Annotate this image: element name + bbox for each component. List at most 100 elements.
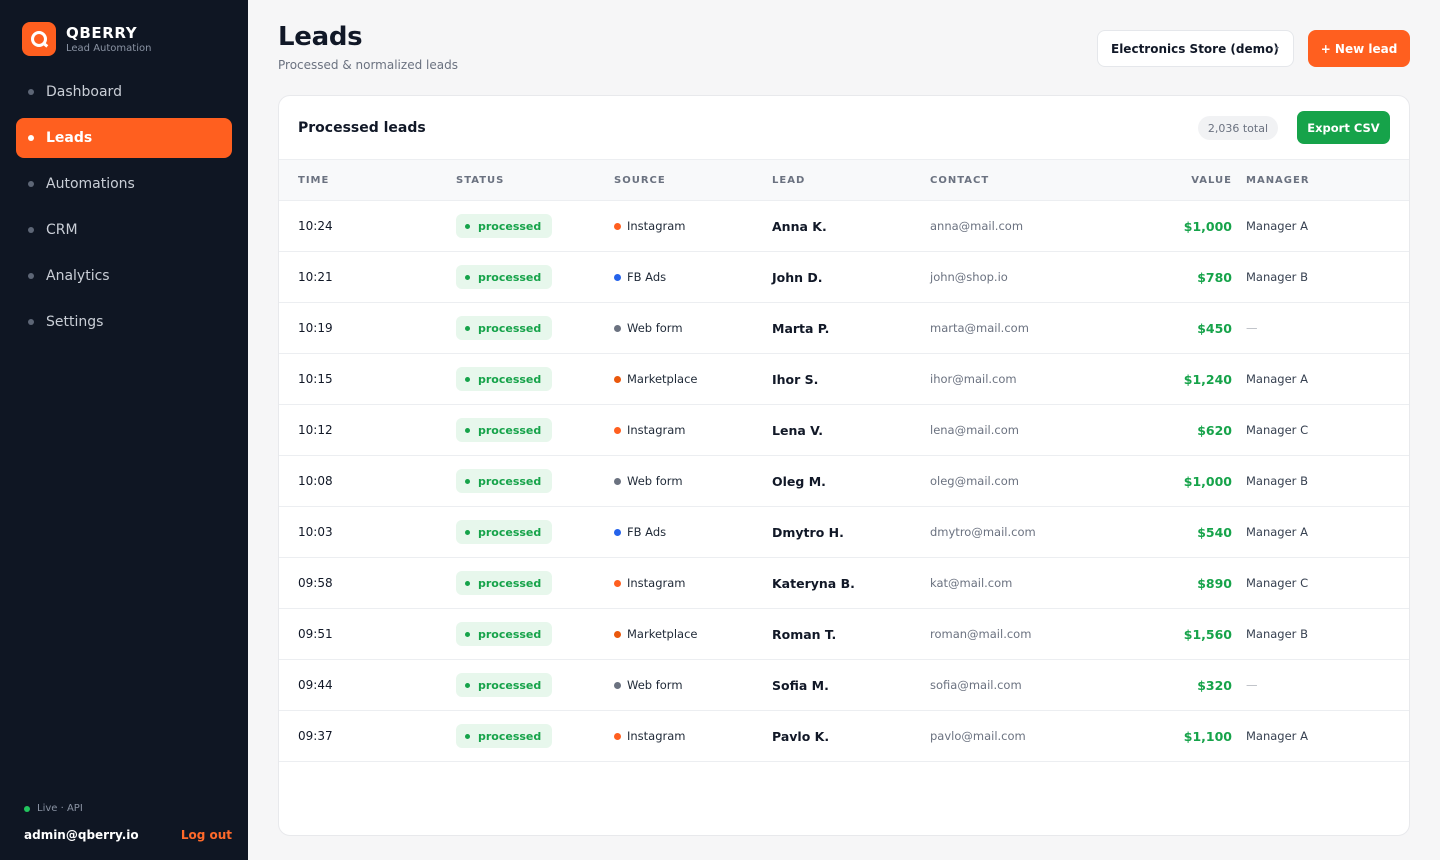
source-dot-icon — [614, 324, 621, 332]
column-header-source[interactable]: SOURCE — [614, 174, 666, 186]
column-header-status[interactable]: STATUS — [456, 174, 505, 186]
bullet-icon — [28, 273, 34, 279]
export-csv-button[interactable]: Export CSV — [1297, 111, 1390, 144]
sidebar-item-dashboard[interactable]: Dashboard — [16, 72, 232, 112]
status-dot-icon — [465, 223, 470, 229]
lead-contact[interactable]: sofia@mail.com — [930, 678, 1022, 692]
lead-name[interactable]: John D. — [772, 269, 823, 285]
column-header-lead[interactable]: LEAD — [772, 174, 806, 186]
status-badge: processed — [456, 622, 553, 646]
lead-time: 09:44 — [298, 678, 333, 692]
table-row[interactable]: 10:24 processed Instagram Anna K. anna@mail.… — [279, 201, 1409, 252]
store-select-value: Electronics Store (demo) — [1111, 41, 1279, 56]
lead-manager: Manager C — [1246, 576, 1309, 590]
lead-contact[interactable]: roman@mail.com — [930, 627, 1032, 641]
lead-time: 10:08 — [298, 474, 333, 488]
table-row[interactable]: 10:19 processed Web form Marta P. marta@mail… — [279, 303, 1409, 354]
status-label: processed — [478, 321, 542, 335]
logout-link[interactable]: Log out — [180, 828, 232, 842]
lead-name[interactable]: Lena V. — [772, 422, 823, 438]
lead-name[interactable]: Marta P. — [772, 320, 830, 336]
api-status-label: Live · API — [37, 803, 83, 814]
lead-contact[interactable]: anna@mail.com — [930, 219, 1024, 233]
lead-contact[interactable]: lena@mail.com — [930, 423, 1019, 437]
status-badge: processed — [456, 214, 553, 238]
bullet-icon — [28, 319, 34, 325]
lead-time: 10:15 — [298, 372, 333, 386]
table-row[interactable]: 10:08 processed Web form Oleg M. oleg@mail.c… — [279, 456, 1409, 507]
status-dot-icon — [465, 682, 470, 688]
api-status: Live · API — [24, 803, 232, 814]
status-dot-icon — [465, 376, 470, 382]
lead-name[interactable]: Anna K. — [772, 218, 827, 234]
sidebar-footer: Live · API admin@qberry.io Log out — [24, 803, 232, 842]
card-title: Processed leads — [298, 119, 426, 136]
new-lead-button[interactable]: + New lead — [1308, 30, 1410, 67]
lead-contact[interactable]: john@shop.io — [930, 270, 1008, 284]
table-row[interactable]: 09:44 processed Web form Sofia M. sofia@mail… — [279, 660, 1409, 711]
lead-value: $450 — [1197, 320, 1232, 336]
table-row[interactable]: 10:03 processed FB Ads Dmytro H. dmytro@mail… — [279, 507, 1409, 558]
lead-manager: Manager A — [1246, 219, 1308, 233]
table-row[interactable]: 10:15 processed Marketplace Ihor S. ihor@mai… — [279, 354, 1409, 405]
status-dot-icon — [465, 631, 470, 637]
lead-name[interactable]: Pavlo K. — [772, 728, 830, 744]
sidebar-item-label: Settings — [46, 314, 104, 330]
lead-contact[interactable]: kat@mail.com — [930, 576, 1013, 590]
lead-contact[interactable]: dmytro@mail.com — [930, 525, 1036, 539]
lead-time: 10:24 — [298, 219, 333, 233]
table-header: TIME STATUS SOURCE LEAD CONTACT VALUE MA… — [279, 160, 1409, 201]
lead-name[interactable]: Ihor S. — [772, 371, 819, 387]
table-row[interactable]: 09:37 processed Instagram Pavlo K. pavlo@mai… — [279, 711, 1409, 762]
lead-contact[interactable]: pavlo@mail.com — [930, 729, 1026, 743]
lead-name[interactable]: Roman T. — [772, 626, 837, 642]
lead-value: $540 — [1197, 524, 1232, 540]
lead-name[interactable]: Dmytro H. — [772, 524, 844, 540]
source-dot-icon — [614, 375, 621, 383]
table-row[interactable]: 09:58 processed Instagram Kateryna B. kat@ma… — [279, 558, 1409, 609]
lead-source: Web form — [614, 474, 683, 488]
lead-name[interactable]: Kateryna B. — [772, 575, 855, 591]
lead-manager: Manager C — [1246, 423, 1309, 437]
status-label: processed — [478, 678, 542, 692]
sidebar-item-analytics[interactable]: Analytics — [16, 256, 232, 296]
store-select[interactable]: Electronics Store (demo) — [1097, 30, 1294, 67]
column-header-contact[interactable]: CONTACT — [930, 174, 990, 186]
lead-source: Web form — [614, 678, 683, 692]
column-header-manager[interactable]: MANAGER — [1246, 174, 1310, 186]
lead-manager: Manager A — [1246, 372, 1308, 386]
bullet-icon — [28, 89, 34, 95]
sidebar-item-leads[interactable]: Leads — [16, 118, 232, 158]
lead-source: Instagram — [614, 423, 686, 437]
status-dot-icon — [465, 580, 470, 586]
sidebar-item-label: Dashboard — [46, 84, 122, 100]
source-dot-icon — [614, 732, 621, 740]
column-header-time[interactable]: TIME — [298, 174, 330, 186]
lead-source: Marketplace — [614, 372, 697, 386]
lead-contact[interactable]: marta@mail.com — [930, 321, 1029, 335]
source-label: Instagram — [627, 576, 686, 590]
lead-name[interactable]: Sofia M. — [772, 677, 829, 693]
table-row[interactable]: 10:21 processed FB Ads John D. john@shop.io $… — [279, 252, 1409, 303]
sidebar-item-label: Analytics — [46, 268, 110, 284]
sidebar-item-settings[interactable]: Settings — [16, 302, 232, 342]
brand[interactable]: QBERRY Lead Automation — [22, 22, 151, 56]
sidebar-item-crm[interactable]: CRM — [16, 210, 232, 250]
table-row[interactable]: 10:12 processed Instagram Lena V. lena@mail.… — [279, 405, 1409, 456]
lead-time: 10:03 — [298, 525, 333, 539]
column-header-value[interactable]: VALUE — [1191, 174, 1232, 186]
lead-source: FB Ads — [614, 270, 666, 284]
sidebar-item-automations[interactable]: Automations — [16, 164, 232, 204]
source-dot-icon — [614, 222, 621, 230]
lead-contact[interactable]: ihor@mail.com — [930, 372, 1017, 386]
source-label: Web form — [627, 474, 683, 488]
q-logo-icon — [22, 22, 56, 56]
total-count-badge: 2,036 total — [1197, 116, 1278, 140]
lead-name[interactable]: Oleg M. — [772, 473, 826, 489]
lead-contact[interactable]: oleg@mail.com — [930, 474, 1019, 488]
source-label: Web form — [627, 678, 683, 692]
status-label: processed — [478, 627, 542, 641]
table-row[interactable]: 09:51 processed Marketplace Roman T. roman@m… — [279, 609, 1409, 660]
lead-source: Instagram — [614, 729, 686, 743]
live-status-icon — [24, 805, 30, 812]
